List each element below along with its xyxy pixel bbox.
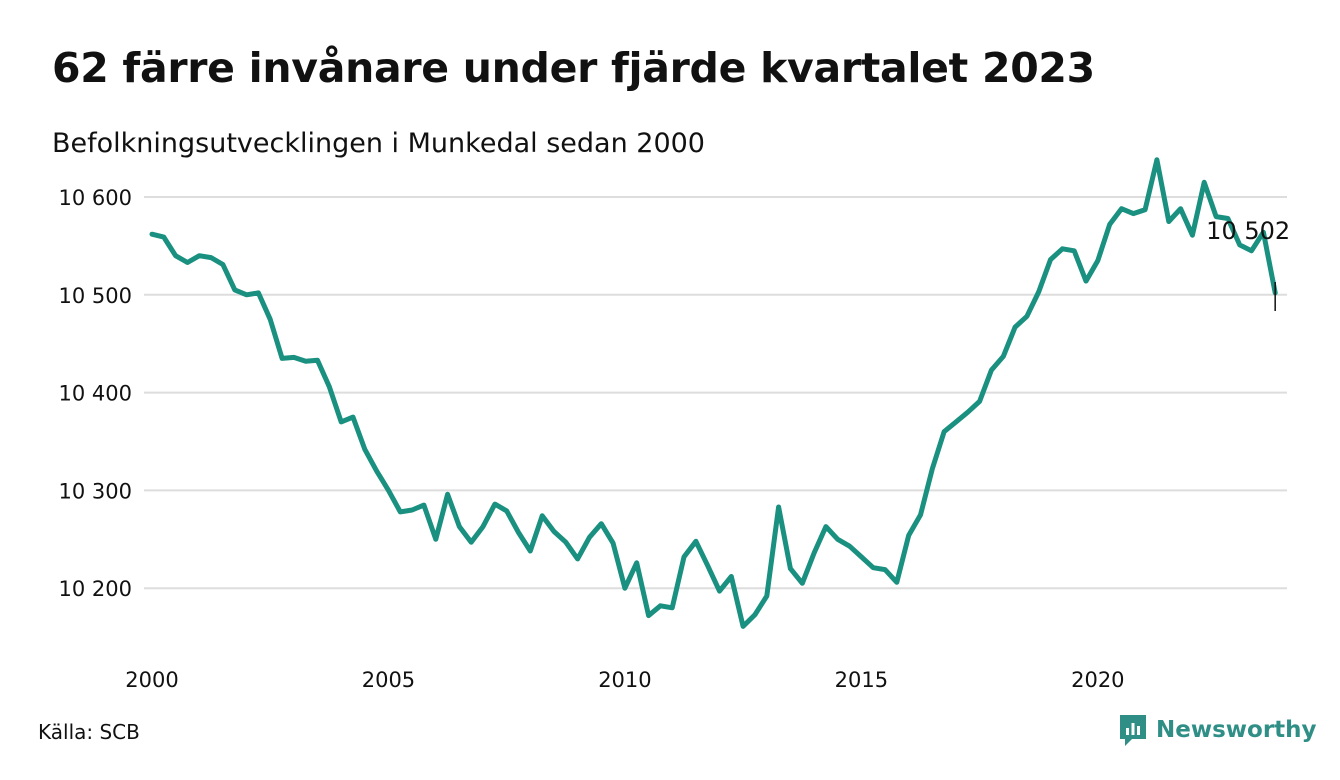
x-tick-label: 2005 (362, 668, 415, 692)
newsworthy-logo-icon (1120, 715, 1146, 746)
x-axis-tick-labels: 2000 2005 2010 2015 2020 (125, 668, 1124, 692)
page-title: 62 färre invånare under fjärde kvartalet… (52, 44, 1095, 92)
y-tick-label: 10 200 (59, 577, 132, 601)
y-tick-label: 10 500 (59, 284, 132, 308)
brand-name: Newsworthy (1156, 717, 1317, 743)
population-line (149, 157, 1278, 629)
y-tick-label: 10 600 (59, 186, 132, 210)
brand-logo[interactable]: Newsworthy (1118, 713, 1317, 747)
page-subtitle: Befolkningsutvecklingen i Munkedal sedan… (52, 128, 705, 159)
y-tick-label: 10 300 (59, 479, 132, 503)
y-axis-tick-labels: 10 200 10 300 10 400 10 500 10 600 (59, 186, 132, 601)
annotation-last-value: 10 502 (1206, 217, 1290, 245)
x-tick-label: 2020 (1071, 668, 1124, 692)
x-tick-label: 2000 (125, 668, 178, 692)
x-tick-label: 2015 (835, 668, 888, 692)
y-tick-label: 10 400 (59, 382, 132, 406)
x-tick-label: 2010 (598, 668, 651, 692)
grid-lines (144, 196, 1287, 590)
source-note: Källa: SCB (38, 720, 140, 744)
